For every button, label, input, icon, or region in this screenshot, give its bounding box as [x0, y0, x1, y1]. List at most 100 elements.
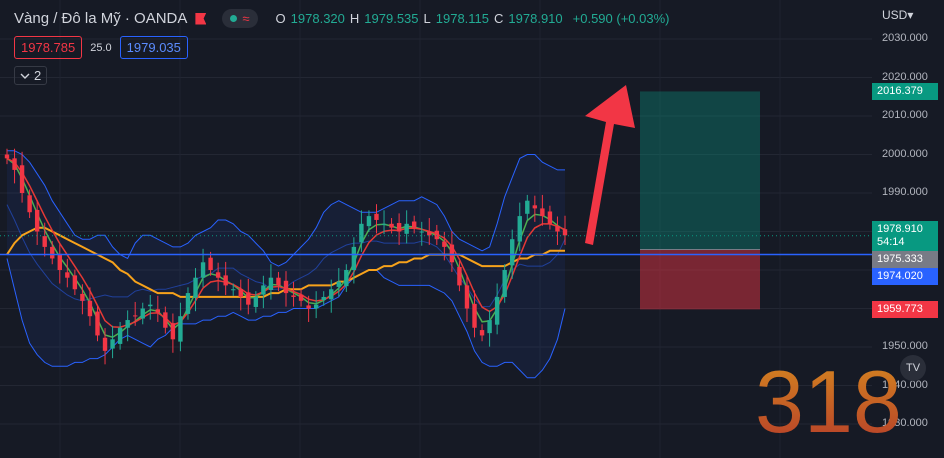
candle-body [155, 309, 161, 313]
price-tag: 1975.333 [872, 250, 938, 268]
candle-body [50, 246, 55, 259]
flag-icon[interactable] [195, 12, 207, 25]
candle-body [238, 289, 243, 297]
candle-body [540, 208, 545, 217]
candle-body [389, 223, 394, 228]
candle-body [178, 316, 183, 342]
candle-body [125, 320, 130, 328]
candle-body [95, 311, 100, 336]
candle-body [261, 285, 266, 295]
candle-body [170, 323, 176, 340]
horizontal-line[interactable] [0, 235, 872, 256]
candle-body [246, 292, 251, 305]
candle-body [19, 165, 25, 193]
market-status-pill[interactable]: ≈ [222, 9, 258, 28]
arrow-drawing[interactable] [585, 85, 635, 245]
price-axis-tick: 1950.000 [882, 340, 928, 352]
candle-body [4, 154, 10, 159]
currency-label: USD [882, 8, 908, 22]
candle-body [359, 223, 364, 243]
candle-body [404, 223, 409, 234]
trade-buttons: 1978.785 25.0 1979.035 [14, 36, 188, 59]
candle-body [57, 253, 62, 270]
price-tag-value: 1959.773 [877, 302, 923, 315]
candle-body [464, 285, 470, 309]
candle-body [517, 216, 522, 242]
chevron-down-icon: ▾ [907, 8, 914, 22]
candle-body [102, 337, 108, 351]
candle-body [525, 200, 530, 214]
candle-body [562, 229, 568, 236]
currency-selector[interactable]: USD▾ [882, 8, 913, 22]
candle-body [253, 296, 259, 307]
price-tag-countdown: 54:14 [877, 235, 905, 248]
price-tag-value: 1974.020 [877, 269, 923, 282]
long-position-tool[interactable] [640, 91, 760, 310]
candle-body [374, 213, 379, 220]
ohlc-low: 1978.115 [435, 11, 490, 26]
candle-body [442, 241, 447, 247]
candle-body [291, 295, 296, 297]
candle-body [457, 266, 462, 286]
candle-body [87, 300, 93, 317]
price-tag: 1959.773 [872, 300, 938, 318]
buy-button[interactable]: 1979.035 [119, 36, 188, 59]
candle-body [434, 230, 440, 240]
ohlc-close-key: C [494, 11, 504, 26]
candle-body [381, 223, 387, 225]
candle-body [200, 262, 206, 278]
candle-body [80, 293, 85, 301]
candle-body [510, 239, 515, 266]
chevron-down-icon [20, 73, 30, 79]
candle-body [306, 305, 311, 309]
indicators-count: 2 [34, 68, 42, 83]
price-axis-tick: 1940.000 [882, 378, 928, 391]
price-axis-tick: 2020.000 [882, 70, 928, 83]
bollinger-fill-area [7, 150, 565, 378]
candle-body [27, 195, 32, 213]
chart-header: Vàng / Đô la Mỹ · OANDA ≈ O 1978.320 H 197… [14, 9, 670, 28]
sell-button[interactable]: 1978.785 [14, 36, 83, 59]
candle-body [396, 223, 402, 232]
candle-body [223, 275, 228, 286]
ohlc-high-key: H [349, 11, 360, 26]
price-tag: 1974.020 [872, 267, 938, 285]
candle-body [487, 320, 492, 334]
candle-body [34, 209, 40, 232]
candle-body [532, 205, 538, 209]
market-open-dot-icon [230, 15, 238, 22]
candle-body [472, 303, 477, 328]
candle-body [231, 289, 236, 291]
price-axis-tick: 2000.000 [882, 147, 928, 160]
symbol-title[interactable]: Vàng / Đô la Mỹ · OANDA [14, 10, 188, 27]
tradingview-logo[interactable]: TV [900, 355, 926, 381]
candle-body [502, 270, 507, 297]
price-tag: 2016.379 [872, 82, 938, 100]
watermark-318: 318 [755, 352, 902, 451]
indicators-toggle-button[interactable]: 2 [14, 66, 48, 85]
candles [4, 148, 568, 365]
candle-body [321, 296, 326, 301]
candle-body [313, 304, 319, 309]
candle-body [419, 231, 424, 233]
candle-body [72, 275, 78, 290]
candle-body [427, 231, 432, 236]
price-tag: 1978.910 54:14 [872, 220, 938, 251]
candle-body [268, 277, 274, 291]
candle-body [117, 327, 123, 344]
candle-body [336, 281, 341, 287]
ohlc-values: O 1978.320 H 1979.535 L 1978.115 C 1978.910 [276, 11, 563, 26]
candle-body [110, 339, 115, 349]
candle-body [148, 304, 153, 307]
price-axis-tick: 1990.000 [882, 186, 928, 198]
candle-body [163, 312, 168, 328]
candle-body [494, 296, 500, 325]
price-axis-tick: 2010.000 [882, 109, 928, 121]
candle-body [12, 158, 17, 170]
ohlc-close: 1978.910 [508, 11, 563, 26]
candle-body [215, 272, 221, 278]
price-tag-value: 1975.333 [877, 252, 923, 265]
candle-body [208, 257, 213, 270]
price-tag-value: 1978.910 [877, 222, 923, 235]
